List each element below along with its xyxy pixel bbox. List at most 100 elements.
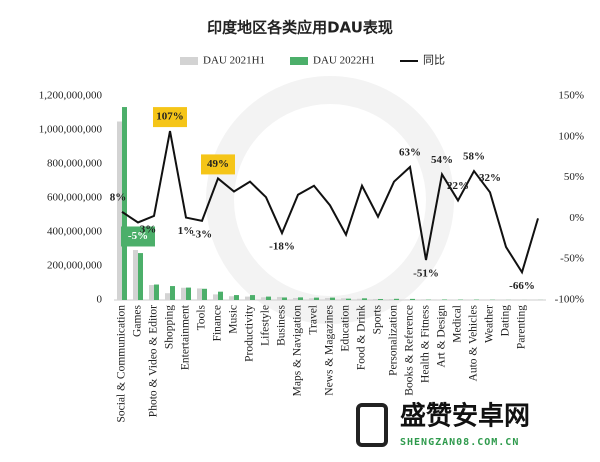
bar [197, 288, 202, 300]
data-label: 8% [110, 191, 127, 203]
y2-tick-label: -100% [555, 294, 584, 306]
x-tick-label: Music [228, 305, 240, 334]
data-label: -3% [192, 228, 212, 240]
data-label: 32% [479, 172, 501, 184]
bar [213, 294, 218, 300]
bar [309, 298, 314, 300]
x-tick-label: Photo & Video & Editor [148, 305, 160, 417]
legend-label: DAU 2021H1 [203, 55, 265, 67]
x-tick-label: Personalization [388, 305, 400, 376]
x-tick-label: Productivity [244, 305, 256, 362]
bar [314, 298, 319, 300]
bar [122, 107, 127, 300]
data-label: 58% [463, 151, 485, 163]
bar [357, 299, 362, 300]
bar [298, 297, 303, 300]
bar [186, 288, 191, 300]
x-tick-label: Shopping [164, 305, 176, 349]
bar [325, 298, 330, 300]
y2-tick-label: 150% [558, 90, 584, 102]
data-label: 49% [207, 158, 229, 170]
data-label: 63% [399, 147, 421, 159]
bar [410, 299, 415, 300]
x-tick-label: Tools [196, 304, 208, 330]
bar [277, 297, 282, 300]
bar [133, 250, 138, 300]
bar [234, 295, 239, 300]
x-tick-label: Lifestyle [260, 305, 272, 346]
data-label: 3% [140, 223, 157, 235]
x-tick-label: Health & Fitness [420, 304, 432, 382]
x-tick-label: Social & Communication [116, 305, 128, 423]
bar [250, 295, 255, 300]
y2-tick-label: 0% [569, 212, 584, 224]
bar [330, 298, 335, 300]
legend-label: DAU 2022H1 [313, 55, 375, 67]
bar [117, 122, 122, 301]
x-tick-label: Auto & Vehicles [468, 304, 480, 381]
y-tick-label: 800,000,000 [47, 158, 103, 170]
watermark-name: 盛赞安卓网 [400, 401, 530, 432]
x-tick-label: Games [132, 304, 144, 336]
bar [442, 299, 447, 300]
watermark-icon [358, 405, 386, 445]
data-label: -51% [413, 268, 439, 280]
bar [389, 299, 394, 300]
bar [170, 286, 175, 300]
watermark-logo [220, 90, 440, 310]
bar [154, 285, 159, 300]
data-label: 107% [156, 111, 184, 123]
x-tick-label: Parenting [516, 305, 528, 349]
bar [293, 298, 298, 300]
bar [378, 299, 383, 300]
bar [346, 299, 351, 300]
y2-tick-label: 100% [558, 130, 584, 142]
data-label: -18% [269, 241, 295, 253]
watermark-url: SHENGZAN08.COM.CN [400, 437, 519, 448]
x-tick-label: Art & Design [436, 305, 448, 368]
x-tick-label: Food & Drink [356, 305, 368, 370]
bar [341, 298, 346, 300]
bar [282, 297, 287, 300]
y-tick-label: 1,000,000,000 [39, 124, 103, 136]
x-tick-label: Business [276, 304, 288, 345]
x-tick-label: News & Magazines [324, 304, 336, 395]
bar [261, 297, 266, 300]
bar [362, 298, 367, 300]
bar [229, 296, 234, 300]
data-label: -66% [509, 280, 535, 292]
y-tick-label: 1,200,000,000 [39, 90, 103, 102]
y2-tick-label: 50% [564, 171, 584, 183]
x-tick-label: Dating [500, 305, 512, 337]
legend-label: 同比 [423, 54, 445, 67]
bar [181, 288, 186, 300]
bar [138, 253, 143, 300]
x-tick-label: Weather [484, 305, 496, 343]
y-tick-label: 200,000,000 [47, 260, 103, 272]
data-label: 54% [431, 154, 453, 166]
x-tick-label: Sports [372, 304, 384, 334]
bar [373, 299, 378, 300]
x-tick-label: Medical [452, 305, 464, 343]
legend-swatch [180, 57, 198, 65]
bar [218, 292, 223, 300]
data-label: 22% [447, 180, 469, 192]
x-tick-label: Entertainment [180, 304, 192, 370]
bar [421, 299, 426, 300]
bar [394, 299, 399, 300]
bar [405, 299, 410, 300]
x-tick-label: Education [340, 305, 352, 352]
legend-swatch [290, 57, 308, 65]
x-tick-label: Travel [308, 305, 320, 335]
y-tick-label: 600,000,000 [47, 192, 103, 204]
bar [245, 297, 250, 300]
chart-title: 印度地区各类应用DAU表现 [207, 19, 393, 37]
bar [149, 285, 154, 300]
x-tick-label: Finance [212, 305, 224, 341]
bar [266, 297, 271, 300]
bar [165, 293, 170, 300]
bar [202, 289, 207, 300]
y-tick-label: 400,000,000 [47, 226, 103, 238]
x-tick-label: Books & Reference [404, 305, 416, 396]
